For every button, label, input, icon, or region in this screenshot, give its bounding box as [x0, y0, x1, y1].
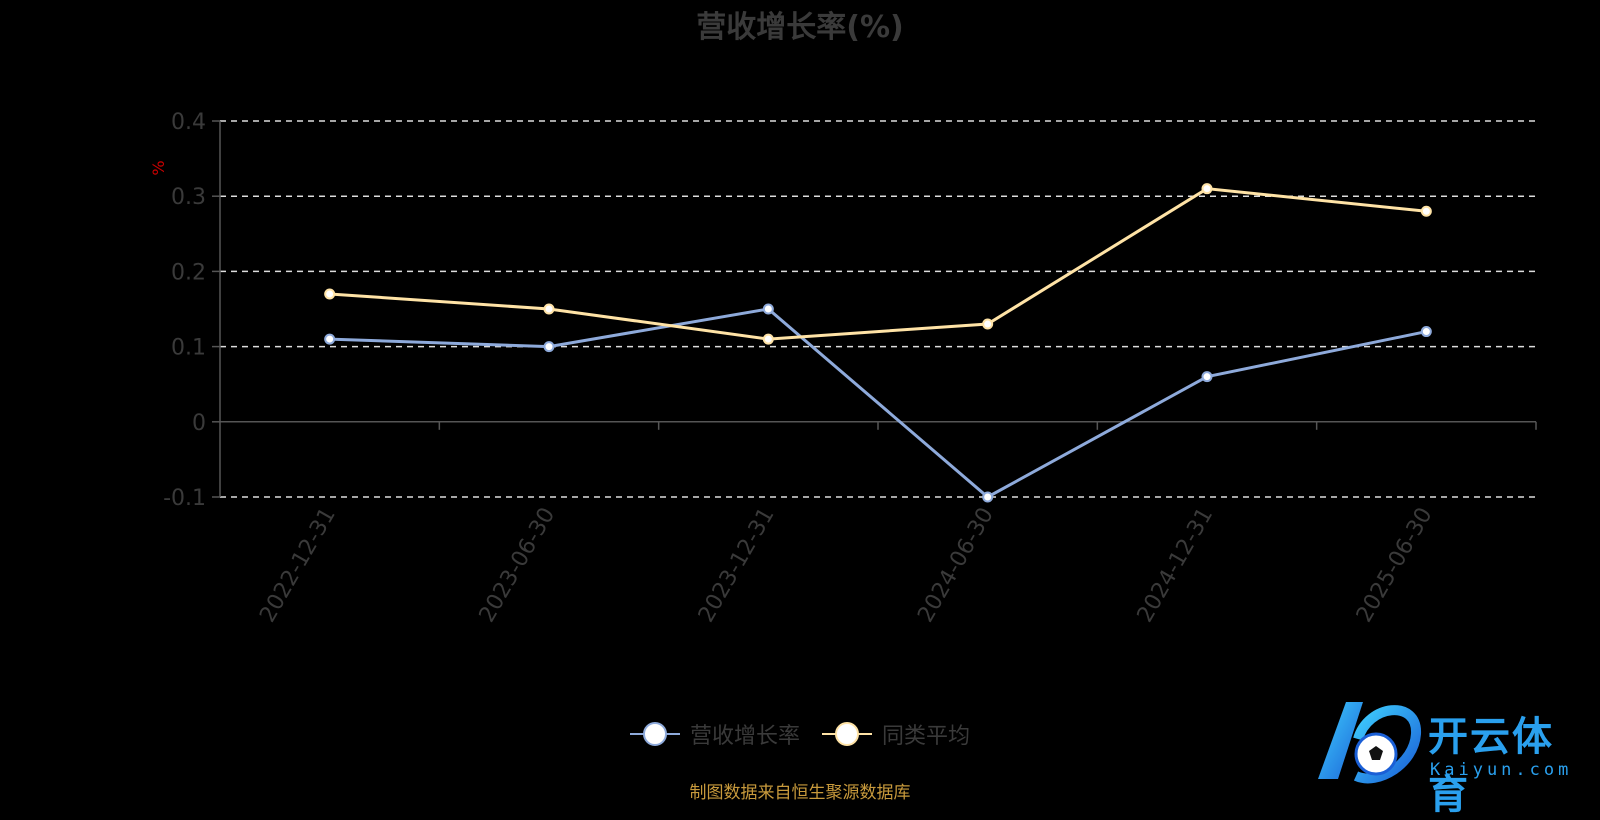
x-tick-label: 2025-06-30: [1352, 504, 1438, 627]
data-point-series-1[interactable]: [324, 333, 336, 345]
chart-title: 营收增长率(%): [696, 10, 904, 45]
y-tick-label: 0.3: [171, 185, 206, 210]
data-point-series-1[interactable]: [982, 491, 994, 503]
data-point-series-2[interactable]: [324, 288, 336, 300]
x-tick-label: 2023-12-31: [694, 504, 780, 627]
data-point-series-1[interactable]: [1420, 326, 1432, 338]
legend-marker-series-1-icon: [629, 722, 680, 746]
series-lines: [324, 183, 1432, 503]
legend-label-series-2: 同类平均: [882, 724, 971, 749]
x-tick-label: 2022-12-31: [255, 504, 341, 627]
data-point-series-2[interactable]: [762, 333, 774, 345]
brand-domain: Kaiyun.com: [1430, 760, 1573, 780]
y-tick-label: -0.1: [163, 486, 206, 511]
brand-logo: 开云体育 Kaiyun.com: [1308, 694, 1594, 818]
data-source-note: 制图数据来自恒生聚源数据库: [689, 783, 911, 803]
y-tick-label: 0.1: [171, 336, 206, 361]
y-tick-label: 0.2: [171, 260, 206, 285]
data-point-series-2[interactable]: [982, 318, 994, 330]
legend-item-series-2[interactable]: 同类平均: [822, 718, 970, 750]
data-point-series-1[interactable]: [1201, 371, 1213, 383]
series-line-1: [329, 307, 1427, 499]
y-tick-labels: 0.4 0.3 0.2 0.1 0 -0.1: [163, 110, 206, 511]
line-chart: 0.40.30.20.10-0.1 2022-12-31 2023-06-30 20…: [149, 110, 1537, 627]
data-point-series-2[interactable]: [543, 303, 555, 315]
legend: 营收增长率 同类平均: [0, 718, 1600, 750]
series-line-2: [329, 187, 1427, 341]
soccer-ball-logo-icon: [1318, 702, 1421, 784]
y-tick-label: 0.4: [171, 110, 206, 135]
data-point-series-1[interactable]: [762, 303, 774, 315]
x-tick-labels: 2022-12-31 2023-06-30 2023-12-31 2024-06-30…: [255, 504, 1437, 627]
grid-lines: [220, 120, 1536, 498]
axes: [212, 120, 1537, 498]
legend-label-series-1: 营收增长率: [689, 724, 800, 749]
x-tick-label: 2023-06-30: [475, 504, 561, 627]
data-point-series-2[interactable]: [1420, 205, 1432, 217]
data-point-series-1[interactable]: [543, 341, 555, 353]
y-tick-label: 0: [192, 411, 206, 436]
y-axis-unit: %: [149, 160, 168, 175]
x-tick-label: 2024-06-30: [913, 504, 999, 627]
x-tick-label: 2024-12-31: [1133, 504, 1219, 627]
legend-item-series-1[interactable]: 营收增长率: [629, 718, 800, 750]
legend-marker-series-2-icon: [822, 722, 872, 746]
data-point-series-2[interactable]: [1201, 183, 1213, 195]
